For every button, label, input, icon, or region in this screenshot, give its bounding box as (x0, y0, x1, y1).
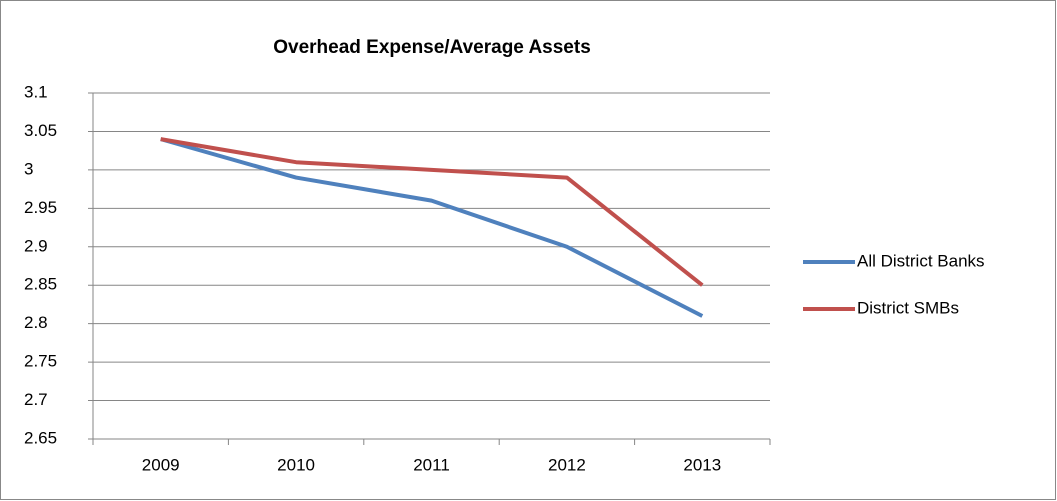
y-tick-label: 2.85 (24, 275, 57, 294)
y-tick-label: 2.65 (24, 428, 57, 447)
line-series (160, 137, 704, 287)
y-tick-label: 3 (24, 159, 33, 178)
y-tick-label: 2.95 (24, 198, 57, 217)
x-tick-label: 2013 (683, 455, 721, 474)
x-tick-label: 2010 (277, 455, 315, 474)
y-tick-label: 2.9 (24, 236, 48, 255)
y-tick-label: 2.7 (24, 390, 48, 409)
line-series (160, 137, 704, 318)
y-tick-label: 3.1 (24, 82, 48, 101)
x-tick-label: 2012 (548, 455, 586, 474)
legend-label: District SMBs (857, 298, 959, 317)
legend-label: All District Banks (857, 251, 985, 270)
y-tick-label: 2.8 (24, 313, 48, 332)
y-tick-label: 3.05 (24, 121, 57, 140)
y-tick-label: 2.75 (24, 352, 57, 371)
x-tick-label: 2011 (413, 455, 450, 474)
x-tick-label: 2009 (142, 455, 180, 474)
chart-title: Overhead Expense/Average Assets (273, 37, 591, 58)
